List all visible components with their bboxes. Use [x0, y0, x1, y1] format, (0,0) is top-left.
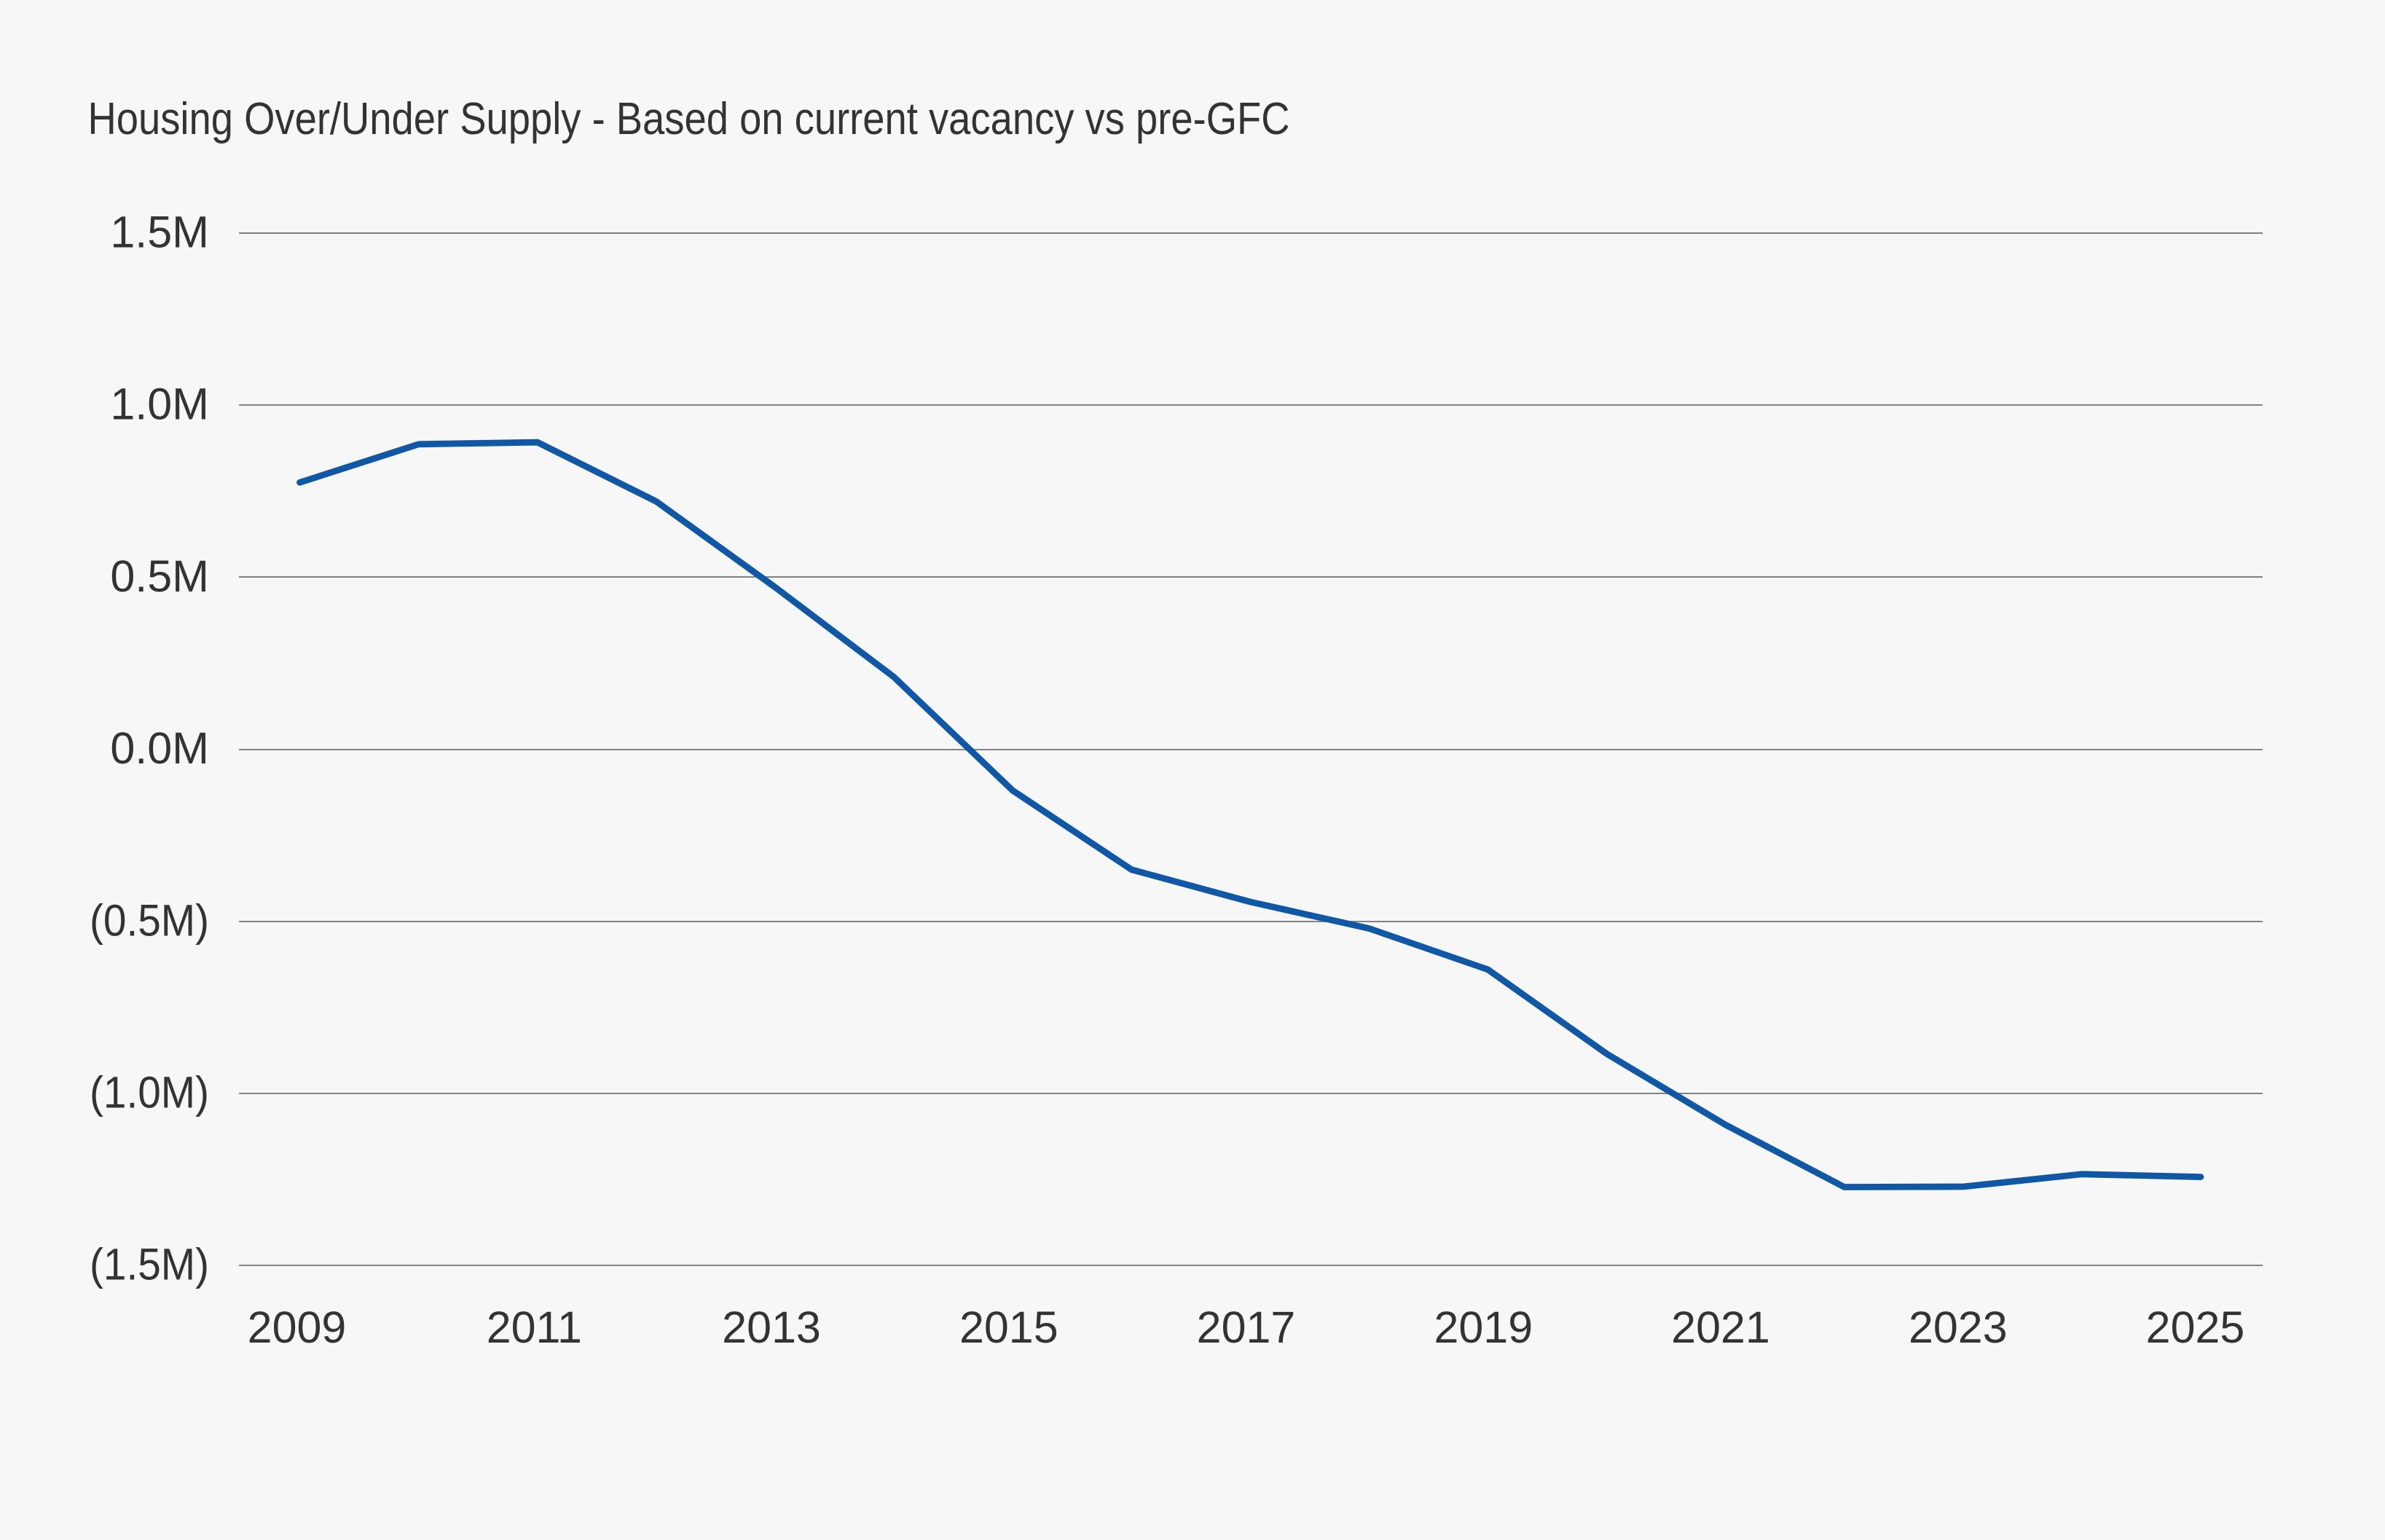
svg-text:(1.5M): (1.5M) [90, 1240, 209, 1289]
svg-text:1.5M: 1.5M [110, 208, 209, 257]
svg-text:2023: 2023 [1909, 1303, 2008, 1352]
svg-text:2015: 2015 [959, 1303, 1058, 1352]
svg-text:0.5M: 0.5M [110, 551, 209, 601]
svg-text:2025: 2025 [2146, 1303, 2245, 1352]
svg-text:2009: 2009 [248, 1303, 347, 1352]
svg-text:2019: 2019 [1434, 1303, 1533, 1352]
svg-text:0.0M: 0.0M [110, 723, 209, 773]
svg-text:1.0M: 1.0M [110, 380, 209, 429]
svg-text:(0.5M): (0.5M) [90, 895, 209, 945]
svg-text:2011: 2011 [487, 1303, 582, 1352]
svg-text:2013: 2013 [722, 1303, 821, 1352]
svg-text:Housing Over/Under Supply - Ba: Housing Over/Under Supply - Based on cur… [88, 94, 1290, 144]
svg-text:(1.0M): (1.0M) [90, 1068, 209, 1117]
svg-text:2017: 2017 [1197, 1303, 1296, 1352]
svg-text:2021: 2021 [1671, 1303, 1770, 1352]
